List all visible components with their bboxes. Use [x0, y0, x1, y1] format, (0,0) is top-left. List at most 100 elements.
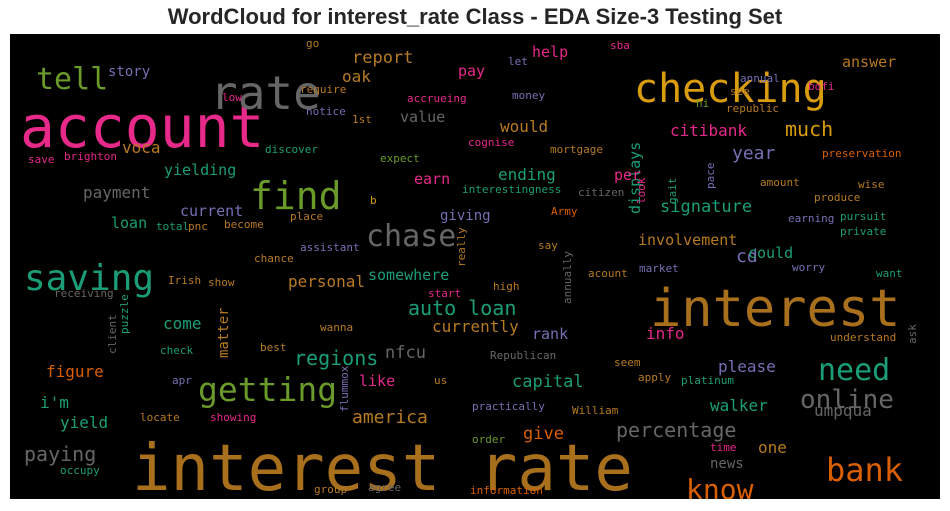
- word-online: online: [800, 385, 894, 415]
- word-yield: yield: [60, 413, 108, 432]
- word-involvement: involvement: [638, 231, 737, 249]
- word-best: best: [260, 341, 287, 354]
- word-preservation: preservation: [822, 147, 901, 160]
- wordcloud-canvas: interest rate account interest checking rate…: [20, 37, 919, 499]
- word-need: need: [818, 353, 890, 388]
- word-private: private: [840, 225, 886, 238]
- word-could: could: [748, 244, 793, 262]
- word-seem: seem: [614, 356, 641, 369]
- word-ending: ending: [498, 165, 556, 184]
- word-signature: signature: [660, 197, 752, 217]
- word-see: see: [730, 85, 750, 98]
- word-pace: pace: [704, 163, 717, 190]
- word-understand: understand: [830, 331, 896, 344]
- word-practically: practically: [472, 400, 545, 413]
- word-earn: earn: [414, 170, 450, 188]
- word-bank: bank: [826, 451, 903, 489]
- word-rate: rate: [210, 66, 321, 120]
- word-place: place: [290, 210, 323, 223]
- word-time: time: [710, 441, 737, 454]
- word-irish: Irish: [168, 274, 201, 287]
- word-expect: expect: [380, 152, 420, 165]
- word-figure: figure: [46, 362, 104, 381]
- word-nfcu: nfcu: [385, 343, 426, 363]
- word-currently: currently: [432, 317, 519, 336]
- word-somewhere: somewhere: [368, 266, 449, 284]
- word-interestingness: interestingness: [462, 183, 561, 196]
- word-discover: discover: [265, 143, 318, 156]
- word-tell: tell: [36, 62, 108, 97]
- word-getting: getting: [198, 370, 337, 409]
- word-cognise: cognise: [468, 136, 514, 149]
- word-amount: amount: [760, 176, 800, 189]
- word-chance: chance: [254, 252, 294, 265]
- word-interest: interest: [650, 279, 900, 339]
- word-apr: apr: [172, 374, 192, 387]
- word-1st: 1st: [352, 113, 372, 126]
- word-displays: displays: [626, 142, 644, 214]
- word-give: give: [523, 424, 564, 444]
- word-go: go: [306, 37, 319, 50]
- word-capital: capital: [512, 372, 584, 392]
- word-want: want: [876, 267, 903, 280]
- word-info: info: [646, 324, 685, 343]
- word-flummox: flummox: [338, 365, 351, 412]
- word-citizen: citizen: [578, 186, 624, 199]
- word-apply: apply: [638, 371, 671, 384]
- word-wanna: wanna: [320, 321, 353, 334]
- word-help: help: [532, 43, 568, 61]
- word-us: us: [434, 374, 447, 387]
- word-show: show: [208, 276, 235, 289]
- word-news: news: [710, 456, 744, 472]
- word-market: market: [639, 262, 679, 275]
- word-chase: chase: [366, 219, 456, 254]
- word-really: really: [455, 227, 468, 267]
- word-hi: hi: [696, 97, 709, 110]
- word-gait: gait: [666, 178, 679, 205]
- word-notice: notice: [306, 105, 346, 118]
- word-worry: worry: [792, 261, 825, 274]
- word-information: information: [470, 484, 543, 497]
- word-showing: showing: [210, 411, 256, 424]
- word-platinum: platinum: [681, 374, 734, 387]
- word-pnc: pnc: [188, 220, 208, 233]
- word-b: b: [370, 194, 377, 207]
- word-group: group: [314, 483, 347, 496]
- word-agree: agree: [368, 481, 401, 494]
- word-matter: matter: [216, 307, 232, 358]
- word-know: know: [686, 473, 754, 499]
- word-pay: pay: [458, 62, 485, 80]
- word-brighton: brighton: [64, 150, 117, 163]
- word-acount: acount: [588, 267, 628, 280]
- word-let: let: [508, 55, 528, 68]
- word-bofi: bofi: [808, 80, 835, 93]
- word-annually: annually: [561, 251, 574, 304]
- word-regions: regions: [294, 346, 378, 370]
- word-locate: locate: [140, 411, 180, 424]
- chart-title: WordCloud for interest_rate Class - EDA …: [167, 4, 783, 29]
- word-save: save: [28, 153, 55, 166]
- word-walker: walker: [710, 396, 768, 415]
- word-annual: annual: [740, 72, 780, 85]
- word-voca: voca: [122, 138, 161, 157]
- word-say: say: [538, 239, 558, 252]
- word-please: please: [718, 357, 776, 376]
- word-low: low: [222, 91, 242, 104]
- word-check: check: [160, 344, 193, 357]
- word-paying: paying: [24, 442, 96, 466]
- word-wise: wise: [858, 178, 885, 191]
- word-current: current: [180, 202, 243, 220]
- word-report: report: [352, 48, 413, 68]
- word-oak: oak: [342, 67, 371, 86]
- word-puzzle: puzzle: [118, 294, 131, 334]
- word-percentage: percentage: [616, 418, 736, 442]
- word-sba: sba: [610, 39, 630, 52]
- word-start: start: [428, 287, 461, 300]
- word-like: like: [359, 372, 395, 390]
- word-produce: produce: [814, 191, 860, 204]
- word-mortgage: mortgage: [550, 143, 603, 156]
- word-value: value: [400, 108, 445, 126]
- word-personal: personal: [288, 272, 365, 291]
- word-come: come: [163, 314, 202, 333]
- word-answer: answer: [842, 53, 896, 71]
